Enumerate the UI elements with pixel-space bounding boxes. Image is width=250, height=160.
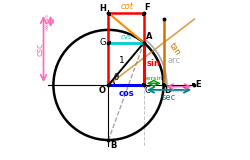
Text: cos: cos [118, 89, 134, 98]
Text: E: E [195, 80, 201, 89]
Text: θ: θ [114, 73, 119, 82]
Text: sin: sin [147, 59, 160, 68]
Text: versin: versin [144, 76, 163, 81]
Text: 1: 1 [119, 56, 125, 65]
Text: excsc: excsc [45, 13, 50, 30]
Text: G: G [100, 38, 106, 47]
Text: sec: sec [162, 93, 176, 102]
Text: C: C [145, 85, 151, 95]
Text: cvs: cvs [120, 34, 132, 40]
Text: H: H [100, 4, 106, 12]
Text: B: B [110, 141, 116, 150]
Text: arc: arc [167, 56, 180, 65]
Text: tan: tan [168, 41, 183, 58]
Text: A: A [146, 32, 152, 41]
Text: O: O [99, 85, 106, 95]
Text: exsec: exsec [170, 88, 188, 93]
Text: cot: cot [120, 2, 133, 11]
Text: F: F [144, 3, 150, 12]
Text: D: D [164, 86, 171, 95]
Text: csc: csc [35, 42, 44, 56]
